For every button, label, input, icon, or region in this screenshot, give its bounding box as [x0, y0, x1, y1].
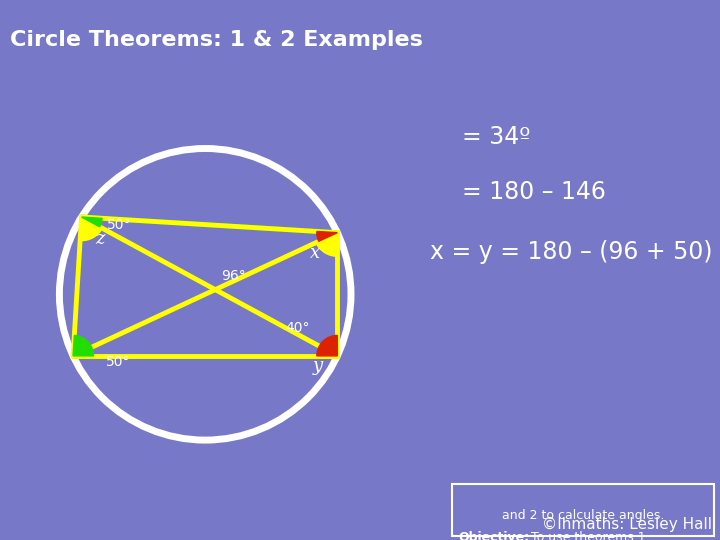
- Text: 50°: 50°: [107, 218, 132, 232]
- Text: x = y = 180 – (96 + 50): x = y = 180 – (96 + 50): [430, 240, 713, 264]
- Wedge shape: [316, 233, 338, 256]
- Text: = 34º: = 34º: [462, 125, 531, 149]
- Text: = 180 – 146: = 180 – 146: [462, 180, 606, 204]
- Text: 40°: 40°: [285, 321, 310, 335]
- Text: z: z: [95, 230, 104, 248]
- Text: Objective:: Objective:: [458, 531, 529, 540]
- Text: y: y: [312, 357, 323, 375]
- Text: Circle Theorems: 1 & 2 Examples: Circle Theorems: 1 & 2 Examples: [10, 30, 423, 50]
- Text: 50°: 50°: [106, 355, 130, 369]
- Text: ©Ihmaths: Lesley Hall: ©Ihmaths: Lesley Hall: [542, 517, 712, 532]
- Wedge shape: [80, 217, 102, 241]
- Wedge shape: [81, 217, 102, 227]
- Text: and 2 to calculate angles.: and 2 to calculate angles.: [502, 509, 664, 522]
- Text: x: x: [310, 244, 320, 262]
- Wedge shape: [317, 232, 338, 241]
- Text: To use theorems 1: To use theorems 1: [527, 531, 646, 540]
- Wedge shape: [317, 335, 338, 356]
- Wedge shape: [73, 335, 94, 356]
- Bar: [452, 484, 714, 536]
- Text: 96°: 96°: [221, 268, 246, 282]
